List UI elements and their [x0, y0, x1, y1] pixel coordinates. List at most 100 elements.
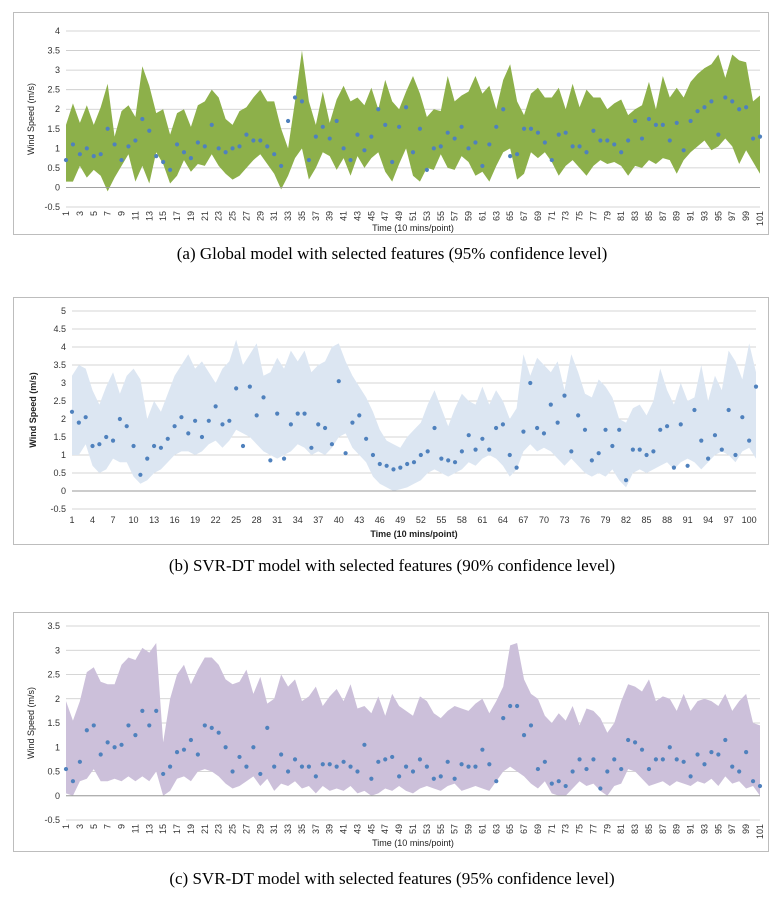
data-point [466, 433, 471, 438]
data-point [391, 467, 396, 472]
x-tick-label: 31 [272, 515, 282, 525]
x-tick-label: 89 [672, 824, 682, 834]
x-tick-label: 67 [519, 824, 529, 834]
data-point [570, 144, 575, 149]
data-point [660, 122, 665, 127]
x-tick-label: 53 [422, 211, 432, 221]
data-point [685, 463, 690, 468]
x-tick-label: 100 [742, 515, 757, 525]
data-point [508, 703, 513, 709]
data-point [105, 740, 110, 745]
data-point [667, 138, 672, 143]
data-point [258, 138, 263, 143]
x-tick-label: 16 [170, 515, 180, 525]
data-point [272, 152, 277, 157]
x-tick-label: 19 [186, 824, 196, 834]
data-point [240, 443, 246, 449]
data-point [480, 436, 485, 441]
y-tick-label: 0.5 [53, 468, 66, 478]
x-tick-label: 49 [394, 824, 404, 834]
data-point [591, 757, 596, 762]
data-point [712, 433, 718, 438]
y-tick-label: 1 [55, 143, 60, 153]
data-point [452, 776, 457, 781]
data-point [223, 150, 228, 155]
chart-svg-c: -0.500.511.522.533.51 3 5 7 9 11 13 15 17 19 21 23 2… [26, 621, 765, 848]
data-point [744, 750, 749, 755]
x-tick-label: 58 [457, 515, 467, 525]
data-point [605, 138, 610, 143]
data-point [202, 144, 207, 149]
data-point [91, 723, 96, 728]
data-point [313, 134, 318, 139]
data-point [350, 420, 355, 425]
data-point [209, 725, 214, 730]
x-tick-label: 87 [658, 211, 668, 221]
x-tick-label: 81 [616, 824, 626, 834]
data-point [716, 132, 721, 137]
data-point [188, 156, 194, 161]
data-point [327, 136, 332, 141]
x-tick-label: 25 [228, 824, 238, 834]
data-point [299, 764, 305, 769]
data-point [76, 420, 81, 425]
data-point [424, 167, 429, 172]
data-point [674, 757, 679, 762]
data-point [377, 461, 382, 467]
data-point [279, 163, 284, 169]
x-tick-label: 43 [352, 211, 362, 221]
x-tick-label: 23 [214, 824, 224, 834]
x-tick-label: 11 [130, 211, 140, 220]
x-tick-label: 83 [630, 824, 640, 834]
data-point [750, 136, 756, 141]
x-tick-label: 1 [61, 824, 71, 829]
data-point [126, 144, 131, 149]
data-point [209, 122, 214, 127]
data-point [584, 766, 589, 772]
data-point [726, 407, 731, 413]
data-point [528, 380, 533, 386]
data-point [576, 413, 581, 418]
x-tick-label: 71 [547, 211, 557, 221]
x-tick-label: 31 [269, 824, 279, 834]
x-tick-label: 29 [255, 211, 265, 221]
y-tick-label: 0.5 [47, 767, 60, 777]
data-point [237, 144, 242, 149]
x-tick-label: 7 [103, 211, 113, 216]
y-tick-label: 1 [61, 450, 66, 460]
data-point [639, 747, 645, 752]
data-point [646, 116, 652, 122]
data-point [364, 436, 369, 441]
data-point [723, 737, 728, 743]
x-tick-label: 51 [408, 824, 418, 834]
x-tick-label: 101 [755, 824, 765, 839]
x-tick-label: 5 [89, 211, 99, 216]
data-point [730, 764, 735, 769]
data-point [562, 393, 567, 398]
x-tick-label: 73 [561, 211, 571, 221]
x-tick-label: 37 [311, 211, 321, 221]
data-point [494, 779, 499, 784]
x-tick-label: 19 [190, 515, 200, 525]
data-point [678, 422, 683, 427]
x-tick-label: 77 [588, 824, 598, 834]
data-point [432, 425, 437, 431]
data-point [737, 769, 742, 774]
data-point [403, 764, 409, 769]
x-tick-label: 34 [293, 515, 303, 525]
data-point [369, 134, 374, 139]
chart-svg-b: -0.5 0 0.5 1 1.5 2 2.5 3 3.5 4 4.5 5 1 4 7 10 13 16 19 22 25… [28, 306, 759, 539]
x-tick-label: 82 [621, 515, 631, 525]
x-tick-label: 7 [103, 824, 113, 829]
data-point [329, 442, 335, 447]
data-point [702, 762, 707, 767]
data-point [632, 740, 638, 745]
data-point [466, 764, 471, 769]
x-tick-label: 67 [519, 211, 529, 221]
data-point [336, 379, 341, 384]
x-tick-label: 97 [727, 211, 737, 221]
data-point [341, 759, 346, 764]
data-point [589, 458, 594, 463]
data-point [418, 452, 423, 458]
data-point [168, 764, 173, 769]
